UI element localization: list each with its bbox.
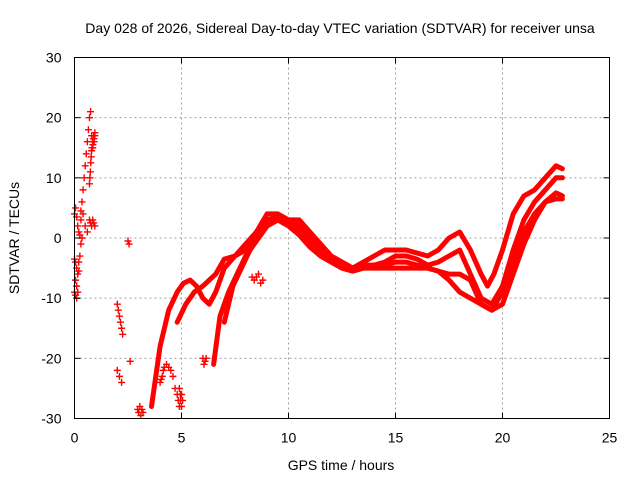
data-point <box>115 312 123 320</box>
data-point <box>113 300 121 308</box>
data-point <box>139 408 147 416</box>
data-point <box>176 390 184 398</box>
data-point <box>78 198 86 206</box>
x-tick-labels: 0 5 10 15 20 25 <box>71 430 618 446</box>
data-point <box>118 324 126 332</box>
data-point <box>75 267 83 275</box>
data-point <box>72 276 80 284</box>
data-point <box>85 114 93 122</box>
data-point <box>113 366 121 374</box>
x-tick-label: 15 <box>388 430 404 446</box>
data-point <box>87 108 95 116</box>
data-point <box>77 240 85 248</box>
data-series <box>149 163 565 409</box>
chart-title: Day 028 of 2026, Sidereal Day-to-day VTE… <box>85 20 595 36</box>
data-point <box>86 168 94 176</box>
data-point <box>91 222 99 230</box>
data-point <box>86 174 94 182</box>
data-point <box>85 180 93 188</box>
data-point <box>79 186 87 194</box>
x-tick-label: 5 <box>178 430 186 446</box>
y-tick-label: 0 <box>54 230 62 246</box>
axis-ticks <box>74 57 610 419</box>
data-point <box>83 228 91 236</box>
data-point <box>117 318 125 326</box>
data-point <box>178 402 185 410</box>
data-point <box>114 306 122 314</box>
data-point <box>126 357 134 365</box>
x-tick-label: 25 <box>602 430 618 446</box>
data-point <box>79 210 87 218</box>
y-tick-label: 20 <box>46 110 62 126</box>
data-point <box>82 150 90 158</box>
data-point <box>74 222 82 230</box>
data-point <box>202 354 210 362</box>
series-track-4 <box>221 196 565 325</box>
data-point <box>72 204 80 212</box>
data-point <box>76 252 84 260</box>
y-tick-labels: -30 -20 -10 0 10 20 30 <box>41 50 61 427</box>
data-point <box>169 372 177 380</box>
data-point <box>87 159 95 167</box>
data-point <box>179 396 187 404</box>
x-axis-label: GPS time / hours <box>288 457 395 473</box>
x-tick-label: 20 <box>495 430 511 446</box>
y-tick-label: -20 <box>41 350 61 366</box>
y-tick-label: -10 <box>41 290 61 306</box>
scatter-points <box>71 108 267 419</box>
data-point <box>91 132 99 140</box>
data-point <box>175 384 183 392</box>
series-track-1 <box>149 163 565 409</box>
data-point <box>255 270 263 278</box>
data-point <box>90 138 98 146</box>
y-axis-label: SDTVAR / TECUs <box>6 182 22 294</box>
data-point <box>75 258 83 266</box>
data-point <box>259 276 267 284</box>
data-point <box>119 330 127 338</box>
data-point <box>115 372 123 380</box>
y-tick-label: 30 <box>46 50 62 66</box>
data-point <box>167 366 175 374</box>
data-point <box>81 222 89 230</box>
data-point <box>81 162 89 170</box>
data-point <box>84 126 92 134</box>
data-point <box>125 240 133 248</box>
y-tick-label: 10 <box>46 170 62 186</box>
data-point <box>74 288 82 296</box>
y-tick-label: -30 <box>41 411 61 427</box>
data-point <box>77 216 85 224</box>
data-point <box>118 378 126 386</box>
data-point <box>87 153 95 161</box>
x-tick-label: 10 <box>281 430 297 446</box>
data-point <box>158 372 166 380</box>
x-tick-label: 0 <box>71 430 79 446</box>
